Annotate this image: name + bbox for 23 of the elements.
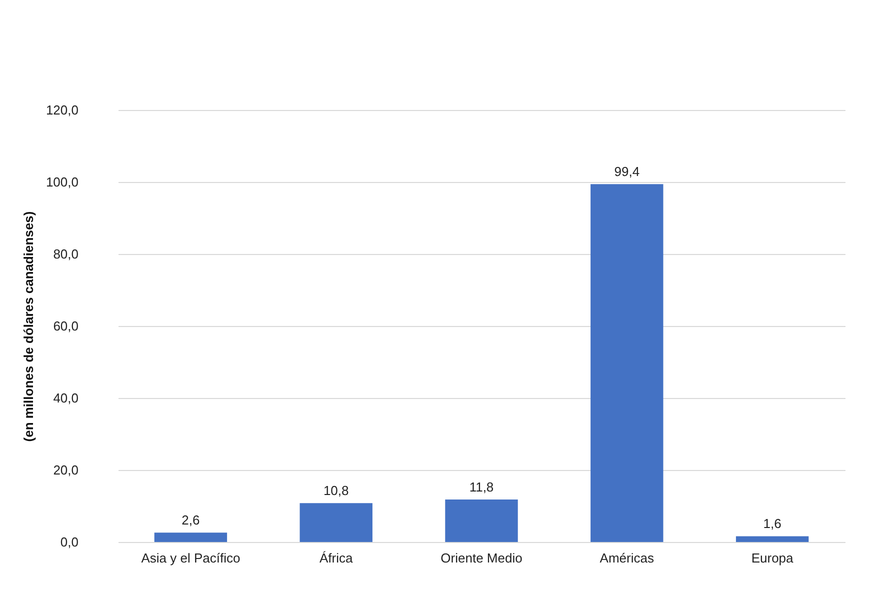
bar: [154, 532, 228, 542]
x-tick-label: Europa: [751, 550, 794, 566]
y-tick-label: 40,0: [53, 390, 78, 406]
y-tick-label: 100,0: [46, 174, 78, 190]
y-tick-label: 80,0: [53, 246, 78, 262]
y-tick-label: 120,0: [46, 102, 78, 118]
y-tick-label: 60,0: [53, 318, 78, 334]
x-tick-label: Asia y el Pacífico: [141, 550, 240, 566]
data-label: 11,8: [469, 480, 494, 495]
bar: [445, 500, 518, 542]
data-label: 10,8: [323, 483, 349, 498]
y-tick-label: 20,0: [53, 462, 78, 478]
x-tick-label: Américas: [600, 550, 654, 566]
y-axis-title: (en millones de dólares canadienses): [20, 211, 36, 442]
y-tick-label: 0,0: [60, 534, 78, 550]
bar: [300, 503, 372, 542]
bar: [736, 536, 809, 542]
data-label: 99,4: [614, 164, 640, 180]
data-label: 2,6: [182, 512, 200, 528]
x-tick-label: Oriente Medio: [440, 550, 522, 566]
bar: [590, 184, 664, 542]
data-label: 1,6: [763, 516, 782, 532]
x-tick-label: África: [319, 550, 354, 566]
